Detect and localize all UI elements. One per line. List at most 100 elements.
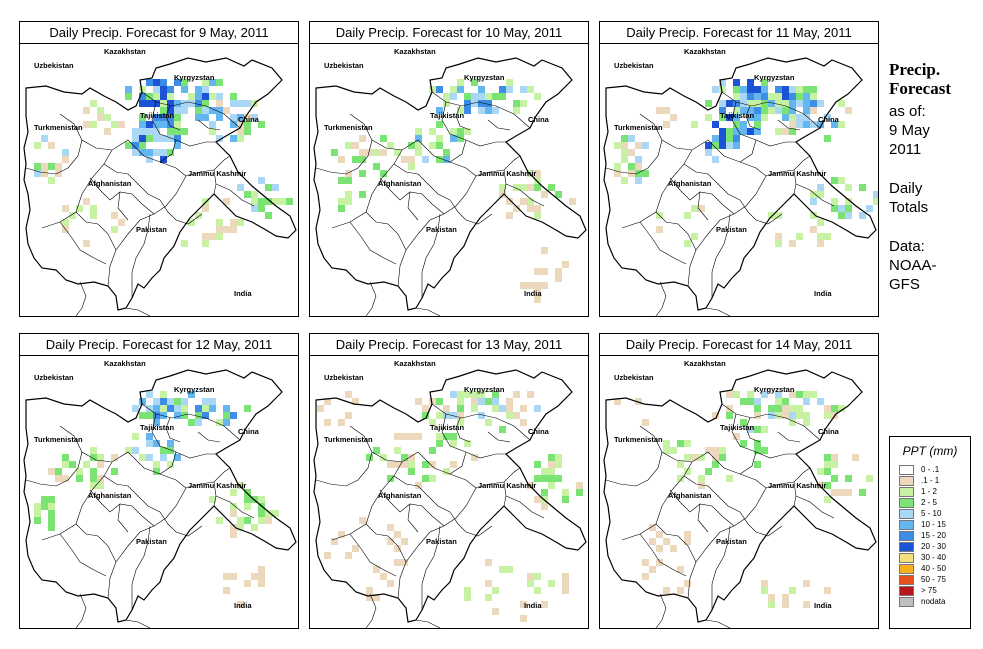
- province-boundary: [655, 593, 667, 628]
- data-source-line: NOAA-: [889, 257, 937, 274]
- precip-cell: [817, 100, 824, 107]
- precip-cell: [555, 461, 562, 468]
- precip-cell: [286, 198, 293, 205]
- precip-cell: [415, 135, 422, 142]
- precip-cell: [782, 601, 789, 608]
- province-boundary: [59, 533, 107, 577]
- legend-entry: > 75: [899, 585, 970, 596]
- precip-cell: [338, 205, 345, 212]
- precip-cell: [555, 454, 562, 461]
- precip-cell: [691, 205, 698, 212]
- precip-cell: [457, 107, 464, 114]
- legend-label: 15 - 20: [921, 530, 946, 540]
- precip-cell: [712, 86, 719, 93]
- precip-cell: [146, 121, 153, 128]
- province-boundary: [739, 451, 757, 475]
- province-boundary: [697, 191, 709, 221]
- precip-cell: [139, 121, 146, 128]
- precip-cell: [740, 121, 747, 128]
- precip-cell: [237, 219, 244, 226]
- precip-cell: [251, 114, 258, 121]
- precip-cell: [450, 128, 457, 135]
- precip-cell: [167, 149, 174, 156]
- province-boundary: [739, 139, 757, 163]
- precip-cell: [139, 135, 146, 142]
- country-label: India: [814, 601, 832, 610]
- precip-cell: [562, 587, 569, 594]
- province-boundary: [795, 495, 835, 519]
- precip-cell: [691, 121, 698, 128]
- legend-entry: nodata: [899, 596, 970, 607]
- precip-cell: [541, 489, 548, 496]
- precip-cell: [97, 482, 104, 489]
- precip-cell: [160, 391, 167, 398]
- precip-cell: [188, 391, 195, 398]
- precip-cell: [230, 100, 237, 107]
- precip-cell: [55, 170, 62, 177]
- precip-cell: [251, 524, 258, 531]
- precip-cell: [478, 391, 485, 398]
- precip-cell: [139, 128, 146, 135]
- precip-cell: [782, 107, 789, 114]
- precip-cell: [796, 114, 803, 121]
- precip-cell: [181, 405, 188, 412]
- precip-cell: [621, 156, 628, 163]
- precip-cell: [48, 468, 55, 475]
- legend-swatch: [899, 508, 914, 519]
- precip-cell: [803, 391, 810, 398]
- precip-cell: [705, 149, 712, 156]
- precip-cell: [97, 454, 104, 461]
- precip-cell: [621, 142, 628, 149]
- legend-entry: 0 - .1: [899, 464, 970, 475]
- precip-cell: [387, 142, 394, 149]
- precip-cell: [817, 468, 824, 475]
- precip-cell: [132, 135, 139, 142]
- precip-cell: [380, 135, 387, 142]
- precip-cell: [62, 205, 69, 212]
- precip-cell: [754, 93, 761, 100]
- precip-cell: [726, 475, 733, 482]
- precip-cell: [104, 114, 111, 121]
- precip-cell: [160, 121, 167, 128]
- precip-cell: [443, 149, 450, 156]
- province-boundary: [117, 191, 129, 221]
- precip-cell: [754, 440, 761, 447]
- precip-cell: [146, 391, 153, 398]
- precip-cell: [705, 100, 712, 107]
- precip-cell: [845, 198, 852, 205]
- precip-cell: [663, 447, 670, 454]
- precip-cell: [457, 419, 464, 426]
- province-boundary: [197, 431, 221, 443]
- precip-cell: [230, 93, 237, 100]
- precip-cell: [845, 475, 852, 482]
- country-label: Tajikistan: [720, 423, 754, 432]
- precip-cell: [251, 205, 258, 212]
- precip-cell: [450, 391, 457, 398]
- precip-cell: [719, 114, 726, 121]
- country-label: Uzbekistan: [614, 373, 654, 382]
- precip-cell: [527, 573, 534, 580]
- heading-line: Forecast: [889, 79, 951, 98]
- precip-cell: [331, 149, 338, 156]
- precip-map: Kazakhstan Uzbekistan Kyrgyzstan Tajikistan…: [23, 359, 297, 628]
- country-label: Kyrgyzstan: [464, 73, 505, 82]
- province-boundary: [215, 495, 255, 519]
- legend-entry: 30 - 40: [899, 552, 970, 563]
- precip-cell: [698, 205, 705, 212]
- precip-cell: [747, 100, 754, 107]
- precip-cell: [422, 461, 429, 468]
- precip-cell: [132, 128, 139, 135]
- precip-cell: [216, 107, 223, 114]
- precip-cell: [436, 86, 443, 93]
- country-label: Afghanistan: [378, 179, 422, 188]
- precip-cell: [48, 503, 55, 510]
- country-label: Uzbekistan: [614, 61, 654, 70]
- precip-cell: [62, 475, 69, 482]
- precip-cell: [796, 405, 803, 412]
- precip-cell: [90, 454, 97, 461]
- precip-cell: [181, 412, 188, 419]
- province-boundary: [449, 139, 467, 163]
- precip-cell: [216, 114, 223, 121]
- precip-cell: [62, 461, 69, 468]
- precip-cell: [698, 454, 705, 461]
